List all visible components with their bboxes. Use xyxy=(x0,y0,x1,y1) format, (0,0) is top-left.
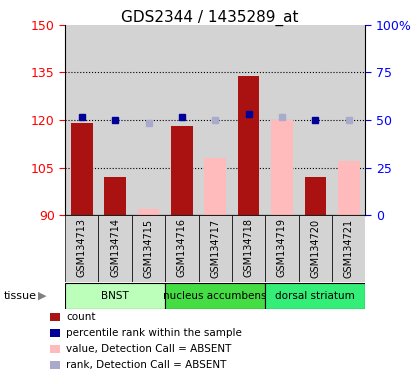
Bar xyxy=(65,283,165,309)
Bar xyxy=(199,25,232,215)
Text: dorsal striatum: dorsal striatum xyxy=(276,291,355,301)
Bar xyxy=(205,158,226,215)
Bar xyxy=(98,215,132,282)
Text: GSM134721: GSM134721 xyxy=(344,218,354,278)
Text: count: count xyxy=(66,312,95,322)
Text: BNST: BNST xyxy=(101,291,129,301)
Bar xyxy=(265,283,365,309)
Bar xyxy=(265,25,299,215)
Bar xyxy=(98,25,132,215)
Bar xyxy=(171,126,193,215)
Bar xyxy=(65,215,98,282)
Text: GSM134717: GSM134717 xyxy=(210,218,220,278)
Text: GSM134720: GSM134720 xyxy=(310,218,320,278)
Bar xyxy=(332,215,365,282)
Bar xyxy=(332,25,365,215)
Text: rank, Detection Call = ABSENT: rank, Detection Call = ABSENT xyxy=(66,360,226,370)
Bar xyxy=(265,215,299,282)
Bar xyxy=(238,76,260,215)
Text: GSM134713: GSM134713 xyxy=(77,218,87,277)
Bar xyxy=(199,215,232,282)
Bar xyxy=(232,215,265,282)
Bar xyxy=(132,215,165,282)
Text: GSM134718: GSM134718 xyxy=(244,218,254,277)
Text: GSM134714: GSM134714 xyxy=(110,218,120,277)
Text: percentile rank within the sample: percentile rank within the sample xyxy=(66,328,242,338)
Bar xyxy=(165,25,199,215)
Text: value, Detection Call = ABSENT: value, Detection Call = ABSENT xyxy=(66,344,231,354)
Text: GSM134719: GSM134719 xyxy=(277,218,287,277)
Bar xyxy=(165,215,199,282)
Text: GSM134716: GSM134716 xyxy=(177,218,187,277)
Bar xyxy=(271,120,293,215)
Bar xyxy=(299,215,332,282)
Bar xyxy=(299,25,332,215)
Bar xyxy=(165,283,265,309)
Bar xyxy=(71,123,93,215)
Text: GSM134715: GSM134715 xyxy=(144,218,154,278)
Bar xyxy=(104,177,126,215)
Bar xyxy=(65,25,98,215)
Text: nucleus accumbens: nucleus accumbens xyxy=(163,291,267,301)
Bar xyxy=(138,209,159,215)
Text: tissue: tissue xyxy=(4,291,37,301)
Text: GDS2344 / 1435289_at: GDS2344 / 1435289_at xyxy=(121,10,299,26)
Bar xyxy=(232,25,265,215)
Text: ▶: ▶ xyxy=(38,291,46,301)
Bar xyxy=(132,25,165,215)
Bar xyxy=(304,177,326,215)
Bar xyxy=(338,161,360,215)
